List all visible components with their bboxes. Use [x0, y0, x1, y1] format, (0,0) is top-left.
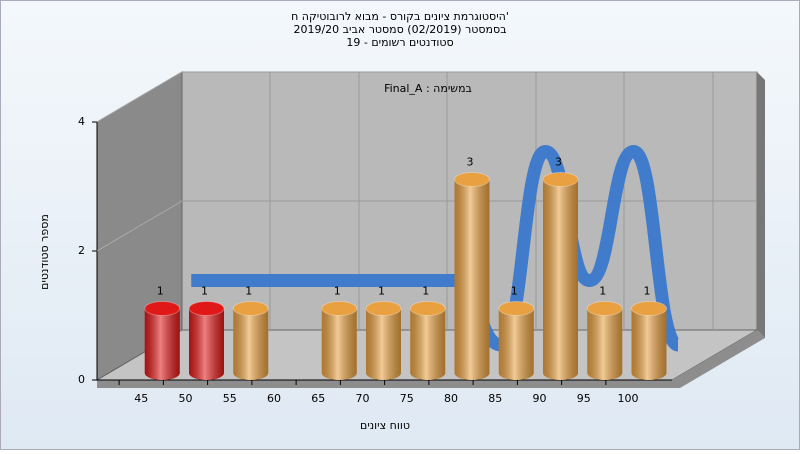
x-tick-label: 90: [533, 392, 547, 405]
bar-base-shade: [454, 366, 490, 380]
bar-base-shade: [233, 366, 269, 380]
value-label: 3: [555, 156, 562, 169]
bar-top: [586, 301, 623, 316]
bar: [631, 301, 667, 380]
bar-shade: [410, 308, 446, 373]
bar-shade: [189, 308, 224, 373]
bar: [188, 301, 225, 380]
x-tick-label: 50: [179, 392, 193, 405]
title-line: היסטוגרמת ציונים בקורס - מבוא לרובוטיקה …: [291, 10, 509, 23]
title-line: בסמסטר (02/2019) סמסטר אביב 2019/20: [293, 23, 506, 36]
bar-shade: [543, 179, 578, 373]
bar-top: [631, 301, 667, 316]
bar-base-shade: [189, 366, 224, 380]
annotation: במשימה : Final_A: [384, 82, 472, 95]
x-tick-label: 85: [488, 392, 502, 405]
bar-top: [409, 301, 446, 316]
value-label: 1: [644, 285, 651, 298]
x-tick-label: 100: [618, 392, 639, 405]
value-label: 1: [422, 285, 429, 298]
bar-base-shade: [498, 366, 534, 380]
line-ribbon: [191, 145, 682, 352]
x-axis-label: טווח ציונים: [360, 419, 410, 432]
bar-base-shade: [366, 366, 401, 380]
bar-base-shade: [144, 366, 180, 380]
bar-shade: [498, 308, 534, 373]
bar-top: [232, 301, 269, 316]
bar-top: [188, 301, 225, 316]
y-tick-label: 4: [78, 115, 85, 128]
bar-top: [542, 172, 579, 187]
value-label: 1: [157, 285, 164, 298]
bar: [542, 172, 579, 380]
y-axis-label: מספר סטודנטים: [38, 214, 51, 290]
bar-shade: [144, 308, 180, 373]
bar: [232, 301, 269, 380]
bar-shade: [587, 308, 623, 373]
bar-base-shade: [587, 366, 623, 380]
bar-top: [454, 172, 490, 187]
bar-shade: [631, 308, 667, 373]
bar-shade: [233, 308, 269, 373]
bar-top: [144, 301, 181, 316]
bar: [498, 301, 535, 380]
value-label: 1: [334, 285, 341, 298]
x-tick-label: 70: [356, 392, 370, 405]
grid-line: [96, 200, 183, 252]
bar: [321, 301, 358, 380]
x-tick-label: 55: [223, 392, 237, 405]
bar-shade: [454, 179, 490, 373]
x-tick-label: 80: [444, 392, 458, 405]
bar: [144, 301, 181, 380]
bar-base-shade: [410, 366, 446, 380]
bar: [454, 172, 490, 380]
y-tick-label: 0: [78, 373, 85, 386]
title-line: סטודנטים רשומים - 19: [346, 36, 453, 49]
value-label: 1: [201, 285, 208, 298]
bar-base-shade: [631, 366, 667, 380]
bar-top: [498, 301, 535, 316]
bar-base-shade: [321, 366, 357, 380]
y-tick-label: 2: [78, 244, 85, 257]
bar-shade: [366, 308, 401, 373]
x-tick-label: 60: [267, 392, 281, 405]
value-label: 1: [599, 285, 606, 298]
grid-line: [96, 71, 183, 123]
wall-edge: [757, 72, 765, 338]
value-label: 3: [467, 156, 474, 169]
bar-top: [321, 301, 358, 316]
bar: [586, 301, 623, 380]
bar: [409, 301, 446, 380]
value-label: 1: [511, 285, 518, 298]
value-label: 1: [245, 285, 252, 298]
value-label: 1: [378, 285, 385, 298]
bar-base-shade: [543, 366, 578, 380]
x-tick-label: 45: [134, 392, 148, 405]
x-tick-label: 65: [311, 392, 325, 405]
x-tick-label: 95: [577, 392, 591, 405]
bar: [365, 301, 402, 380]
x-tick-label: 75: [400, 392, 414, 405]
bar-top: [365, 301, 402, 316]
bar-shade: [321, 308, 357, 373]
